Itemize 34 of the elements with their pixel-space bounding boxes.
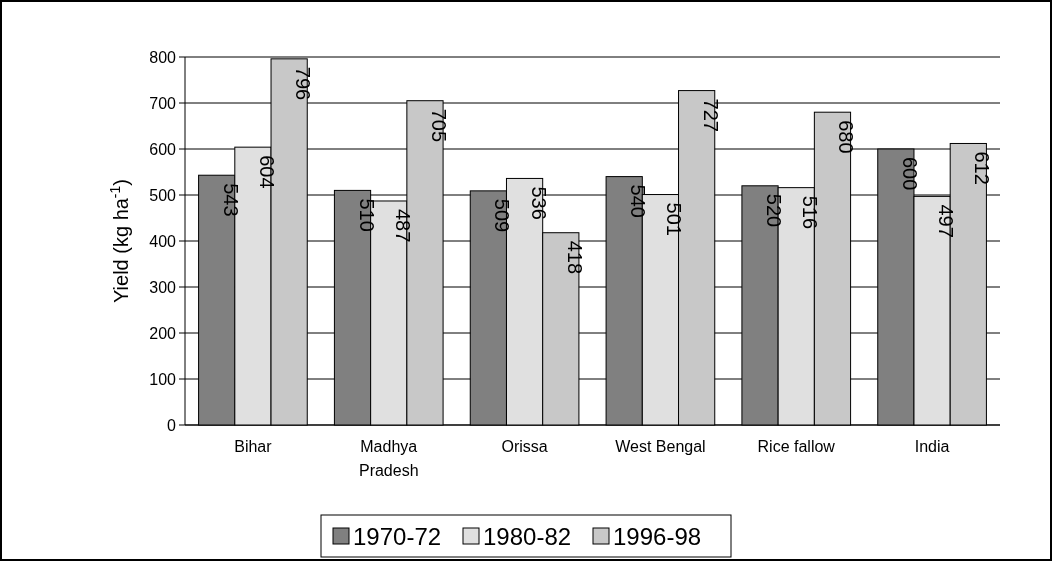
legend-label: 1996-98 bbox=[613, 523, 702, 550]
data-label: 543 bbox=[219, 183, 242, 217]
y-tick-label: 600 bbox=[149, 140, 177, 158]
data-label: 540 bbox=[627, 184, 650, 218]
data-label: 796 bbox=[292, 66, 315, 101]
legend-label: 1980-82 bbox=[483, 523, 572, 550]
data-label: 487 bbox=[391, 208, 414, 243]
x-tick-label: Rice fallow bbox=[757, 438, 836, 455]
data-label: 604 bbox=[255, 155, 278, 189]
data-label: 600 bbox=[898, 157, 921, 191]
legend-label: 1970-72 bbox=[353, 523, 442, 550]
y-tick-label: 200 bbox=[149, 324, 177, 342]
y-tick-label: 400 bbox=[149, 232, 177, 250]
data-label: 516 bbox=[799, 195, 822, 230]
data-label: 497 bbox=[935, 204, 958, 238]
y-tick-label: 800 bbox=[149, 48, 177, 66]
x-tick-label: West Bengal bbox=[615, 438, 706, 455]
x-tick-label: Madhya Pradesh bbox=[358, 438, 419, 479]
data-label: 612 bbox=[971, 151, 994, 185]
y-tick-label: 0 bbox=[167, 416, 177, 434]
data-label: 705 bbox=[427, 108, 450, 143]
data-label: 536 bbox=[527, 186, 550, 220]
data-label: 680 bbox=[835, 120, 858, 154]
data-label: 510 bbox=[355, 198, 378, 232]
y-tick-label: 700 bbox=[149, 94, 177, 112]
x-tick-label: Bihar bbox=[234, 438, 273, 455]
x-tick-label: Orissa bbox=[501, 438, 548, 455]
y-tick-label: 500 bbox=[149, 186, 177, 204]
data-label: 418 bbox=[563, 240, 586, 275]
y-tick-label: 300 bbox=[149, 278, 177, 296]
x-tick-label: India bbox=[914, 438, 950, 455]
data-label: 520 bbox=[763, 193, 786, 228]
data-label: 727 bbox=[699, 98, 722, 132]
y-tick-label: 100 bbox=[149, 370, 177, 388]
